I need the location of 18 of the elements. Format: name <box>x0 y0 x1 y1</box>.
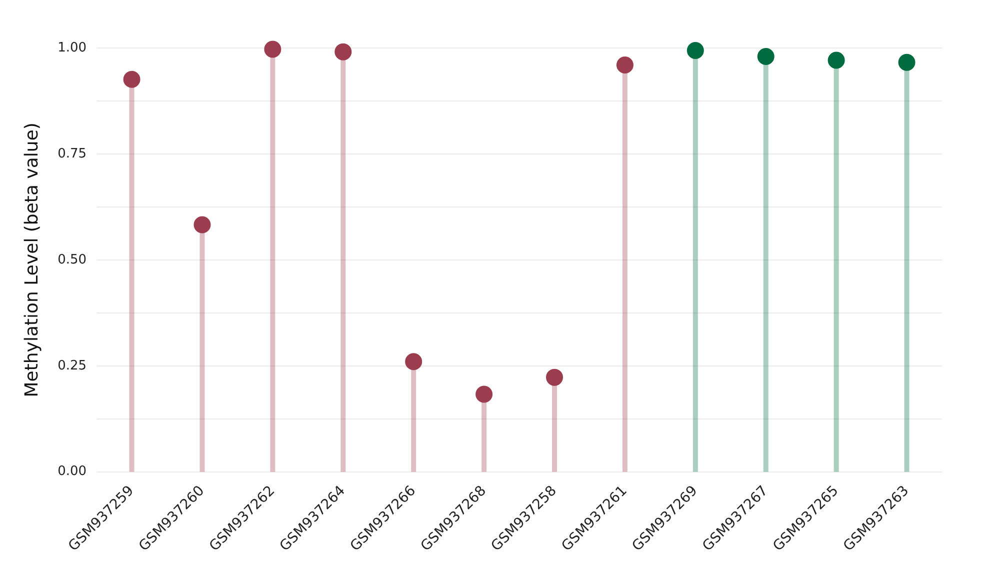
point <box>405 353 422 370</box>
point <box>757 48 774 65</box>
point <box>616 56 634 74</box>
point <box>194 216 211 234</box>
point <box>546 368 563 386</box>
y-axis-title: Methylation Level (beta value) <box>21 122 42 398</box>
point <box>686 42 704 60</box>
y-tick-label: 0.25 <box>58 358 87 374</box>
y-tick-label: 1.00 <box>58 40 87 56</box>
point <box>123 70 140 88</box>
point <box>476 386 493 403</box>
point <box>828 52 845 69</box>
y-tick-label: 0.00 <box>58 464 87 480</box>
point <box>334 43 352 60</box>
point <box>898 54 916 71</box>
point <box>264 40 282 58</box>
y-tick-label: 0.75 <box>58 146 87 162</box>
y-tick-label: 0.50 <box>58 252 87 268</box>
